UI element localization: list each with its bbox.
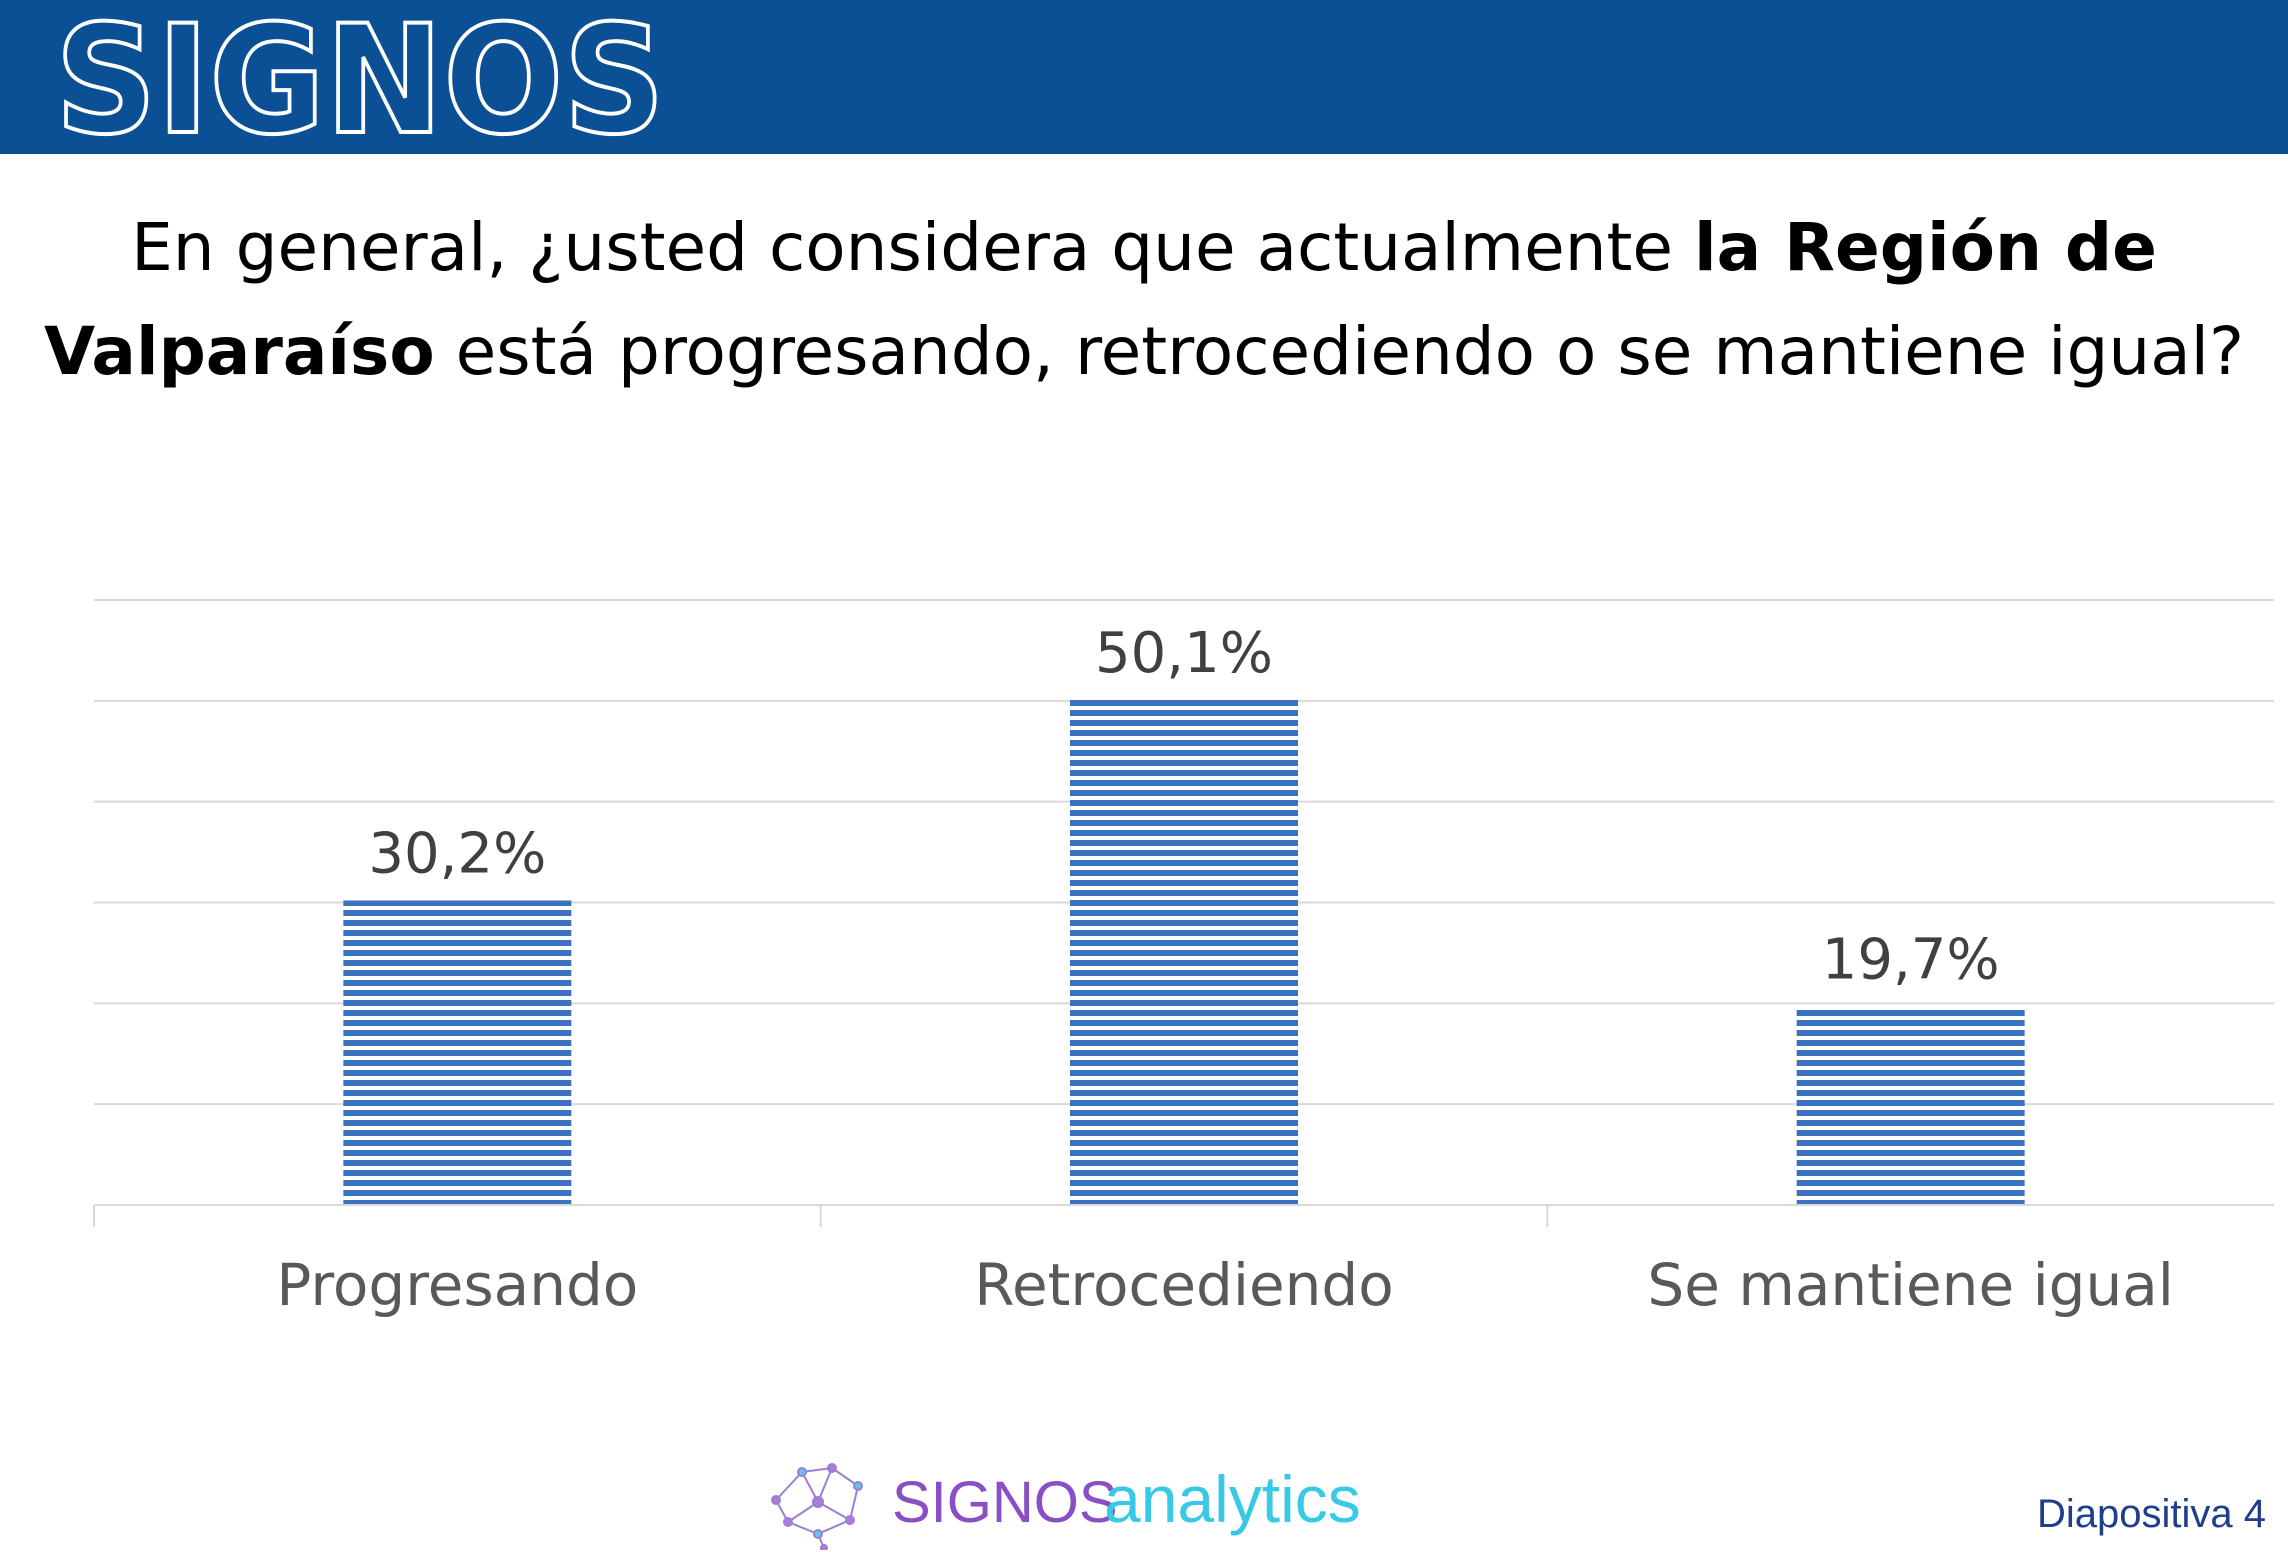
- question-bold-region: la Región de Valparaíso: [43, 209, 2157, 390]
- bar: [1070, 699, 1298, 1205]
- category-label: Se mantiene igual: [1647, 1251, 2174, 1319]
- bar: [1796, 1006, 2025, 1205]
- slide-number: Diapositiva 4: [2036, 1492, 2266, 1536]
- data-label: 50,1%: [1095, 621, 1273, 686]
- network-brain-icon: [771, 1463, 863, 1550]
- data-label: 19,7%: [1822, 927, 2000, 992]
- question-title: En general, ¿usted considera que actualm…: [40, 196, 2248, 404]
- data-label: 30,2%: [368, 821, 546, 886]
- category-label: Progresando: [276, 1251, 638, 1319]
- category-label: Retrocediendo: [974, 1251, 1393, 1319]
- signos-logo: SIGNOS: [55, 14, 675, 144]
- header-band: SIGNOS: [0, 0, 2288, 154]
- question-part-2: está progresando, retrocediendo o se man…: [434, 313, 2245, 390]
- bar: [343, 900, 572, 1205]
- question-part-1: En general, ¿usted considera que actualm…: [131, 209, 1695, 286]
- bar-chart: 30,2% Progresando 50,1% Retrocediendo 19,7% S…: [0, 560, 2288, 1340]
- logo-word-analytics: analytics: [1104, 1462, 1361, 1536]
- brand-text: SIGNOS: [55, 14, 665, 144]
- logo-word-signos: SIGNOS: [892, 1470, 1118, 1535]
- signos-analytics-logo: SIGNOS analytics: [762, 1450, 1382, 1550]
